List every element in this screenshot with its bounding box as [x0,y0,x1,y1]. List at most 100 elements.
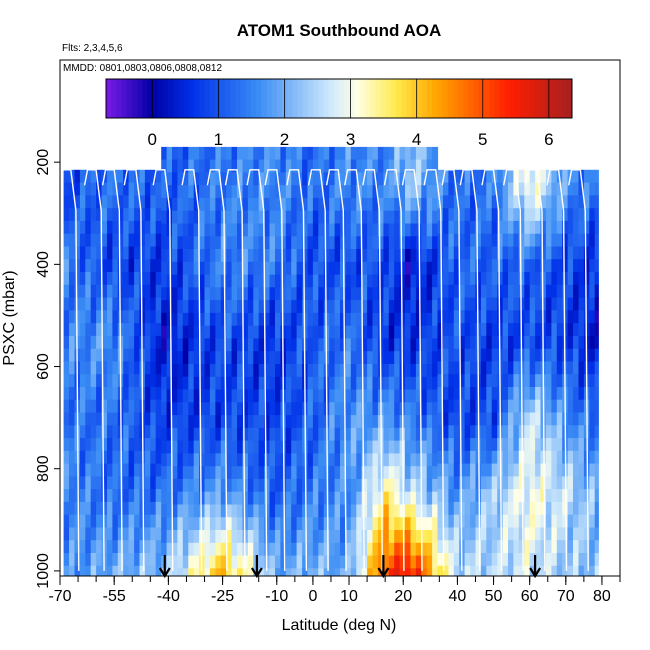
heatmap-cell [383,197,390,212]
heatmap-cell [508,527,514,541]
heatmap-cell [551,387,558,401]
heatmap-cell [231,453,238,467]
heatmap-cell [307,338,314,352]
heatmap-cell [144,489,151,503]
heatmap-cell [432,223,439,237]
heatmap-cell [383,325,390,340]
profile-line [383,169,405,571]
heatmap-cell [69,501,75,516]
heatmap-cell [529,527,536,541]
heatmap-cell [540,540,547,554]
colorbar-segment [225,79,231,118]
heatmap-cell [193,517,200,531]
heatmap-cell [258,491,265,506]
heatmap-cell [540,233,547,248]
heatmap-cell [350,274,357,288]
heatmap-cell [329,197,336,212]
heatmap-cell [172,223,178,237]
heatmap-cell [166,517,173,531]
heatmap-cell [551,450,558,465]
colorbar-segment [349,79,356,118]
heatmap-cell [383,261,390,276]
heatmap-cell [280,236,287,250]
heatmap-cell [177,389,184,403]
heatmap-cell [491,272,498,286]
heatmap-cell [172,261,178,276]
heatmap-cell [448,374,455,388]
heatmap-cell [188,325,195,340]
heatmap-cell [101,514,108,529]
heatmap-cell [410,568,417,576]
colorbar-segment [370,79,376,118]
heatmap-cell [437,374,444,388]
heatmap-cell [291,555,298,569]
heatmap-cell [551,476,558,490]
heatmap-cell [508,284,514,299]
heatmap-cell [329,185,336,199]
heatmap-cell [556,195,563,209]
heatmap-cell [356,287,363,301]
heatmap-cell [107,208,113,222]
heatmap-cell [502,323,509,337]
heatmap-cell [448,233,455,248]
heatmap-cell [486,233,493,248]
heatmap-cell [144,463,151,477]
heatmap-cell [459,399,466,414]
heatmap-cell [275,325,281,340]
heatmap-cell [383,466,390,480]
heatmap-cell [443,463,449,477]
heatmap-cell [361,453,368,467]
heatmap-cell [209,542,216,557]
heatmap-cell [459,348,466,363]
heatmap-cell [508,233,514,248]
heatmap-cell [296,466,303,480]
heatmap-cell [356,210,363,225]
heatmap-cell [275,504,281,518]
colorbar-segment [276,79,283,118]
heatmap-cell [410,236,417,250]
heatmap-cell [107,297,113,311]
heatmap-cell [545,565,552,576]
heatmap-cell [269,478,276,493]
heatmap-cell [128,450,135,465]
heatmap-cell [377,249,384,263]
heatmap-cell [535,387,542,401]
heatmap-cell [296,389,303,403]
heatmap-cell [573,259,579,273]
heatmap-cell [193,146,200,161]
heatmap-cell [269,530,276,544]
heatmap-cell [155,310,162,324]
heatmap-cell [448,527,455,541]
heatmap-cell [74,182,81,196]
colorbar-tick-label: 3 [346,130,355,149]
heatmap-cell [388,274,395,288]
heatmap-cell [275,146,281,161]
heatmap-cell [529,323,536,337]
heatmap-cell [296,159,303,173]
heatmap-cell [535,438,542,452]
heatmap-cell [231,517,238,531]
heatmap-cell [459,233,466,248]
heatmap-cell [215,427,222,442]
heatmap-cell [69,412,75,426]
heatmap-cell [356,491,363,506]
heatmap-cell [437,489,444,503]
heatmap-cell [448,553,455,567]
heatmap-cell [437,476,444,490]
heatmap-cell [166,466,173,480]
heatmap-cell [437,259,444,273]
heatmap-cell [242,274,249,288]
heatmap-cell [361,376,368,391]
heatmap-cell [453,361,460,375]
heatmap-cell [518,540,525,554]
heatmap-cell [437,565,444,576]
colorbar-segment [292,79,299,118]
heatmap-cell [69,284,75,299]
heatmap-cell [578,438,585,452]
heatmap-cell [172,300,178,314]
heatmap-cell [247,172,254,186]
heatmap-cell [329,338,336,352]
heatmap-cell [79,272,86,286]
heatmap-cell [529,412,536,426]
heatmap-cell [96,220,103,235]
